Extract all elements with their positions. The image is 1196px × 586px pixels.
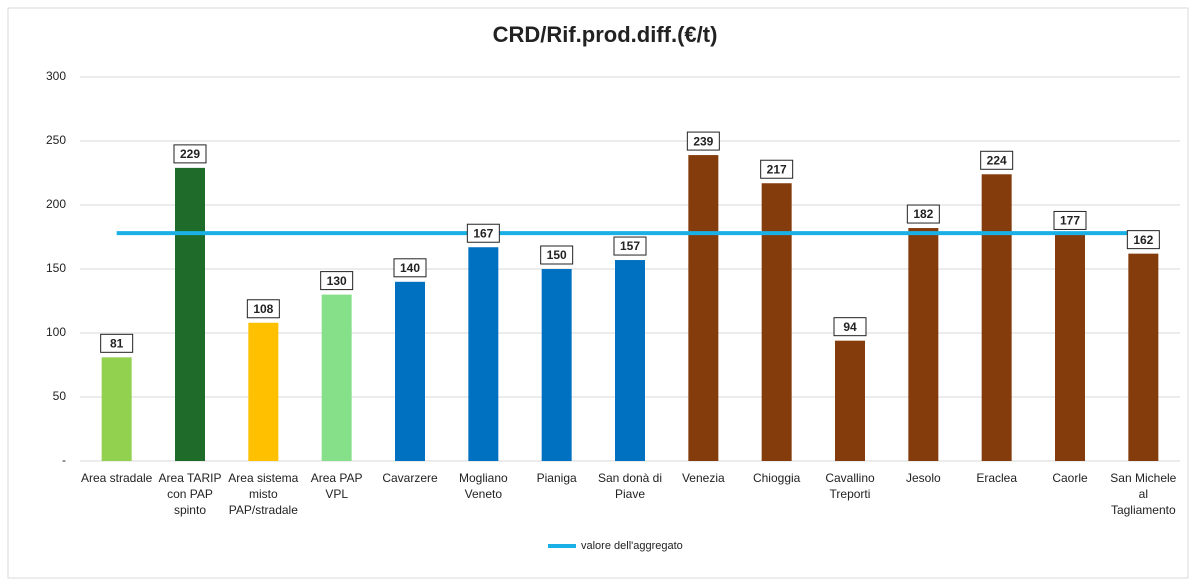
bar [175, 167, 205, 461]
legend-label: valore dell'aggregato [581, 540, 683, 552]
data-label: 167 [473, 226, 493, 240]
data-label: 130 [327, 274, 347, 288]
bar [688, 155, 719, 461]
bar [321, 294, 352, 461]
x-tick-label: Pianiga [536, 471, 577, 485]
bar [908, 228, 939, 461]
x-tick-label: Area TARIP con PAP spinto [158, 471, 222, 517]
bar [1128, 253, 1159, 461]
data-label: 94 [843, 320, 857, 334]
data-label: 157 [620, 239, 640, 253]
bar [541, 269, 572, 461]
x-tick-label: Venezia [681, 471, 725, 485]
data-label-box [540, 245, 574, 265]
x-tick-label: Chioggia [752, 471, 801, 485]
y-tick-label: 300 [46, 69, 66, 83]
bar [101, 357, 132, 461]
data-label-box [760, 159, 794, 179]
data-label: 217 [767, 162, 787, 176]
y-tick-label: 150 [46, 261, 66, 275]
x-tick-label: Area sistema misto PAP/stradale [228, 471, 299, 517]
bar [1055, 234, 1085, 461]
data-label: 150 [547, 248, 567, 262]
bar [981, 174, 1012, 461]
data-label-box [906, 204, 940, 224]
data-label: 239 [693, 134, 713, 148]
data-label-box [100, 333, 134, 353]
y-tick-label: 200 [46, 197, 66, 211]
data-label: 224 [987, 153, 1007, 167]
x-tick-label: Mogliano Veneto [458, 471, 508, 501]
data-label-box [466, 223, 500, 243]
x-tick-label: San donà di Piave [597, 471, 663, 501]
data-label: 182 [913, 207, 933, 221]
data-label-box [613, 236, 647, 256]
data-label-box [246, 299, 280, 319]
x-tick-label: San Michele al Tagliamento [1110, 471, 1177, 517]
data-label: 81 [110, 336, 124, 350]
bar [395, 281, 425, 461]
y-tick-label: 250 [46, 133, 66, 147]
x-tick-label: Eraclea [976, 471, 1017, 485]
bar [761, 183, 792, 462]
bar [835, 340, 865, 461]
data-label-box [980, 150, 1014, 170]
data-label: 108 [253, 302, 273, 316]
bar [468, 247, 499, 461]
data-label: 140 [400, 261, 420, 275]
x-tick-label: Cavallino Treporti [825, 471, 875, 501]
x-tick-label: Area PAP VPL [310, 471, 363, 501]
x-tick-label: Caorle [1052, 471, 1088, 485]
data-label: 162 [1133, 233, 1153, 247]
data-label-box [173, 144, 207, 164]
bar [248, 322, 279, 461]
data-label: 229 [180, 147, 200, 161]
y-tick-label: 100 [46, 325, 66, 339]
y-tick-label: - [62, 453, 66, 467]
bar [615, 260, 645, 461]
data-label-box [393, 258, 427, 278]
y-tick-label: 50 [53, 389, 67, 403]
data-label-box [320, 271, 354, 291]
x-tick-label: Jesolo [905, 471, 941, 485]
x-tick-label: Cavarzere [382, 471, 438, 485]
data-label: 177 [1060, 214, 1080, 228]
chart-title: CRD/Rif.prod.diff.(€/t) [493, 22, 718, 47]
data-label-box [1126, 230, 1160, 250]
x-tick-label: Area stradale [80, 471, 153, 485]
data-label-box [686, 131, 720, 151]
data-label-box [833, 317, 867, 337]
data-label-box [1053, 210, 1087, 230]
